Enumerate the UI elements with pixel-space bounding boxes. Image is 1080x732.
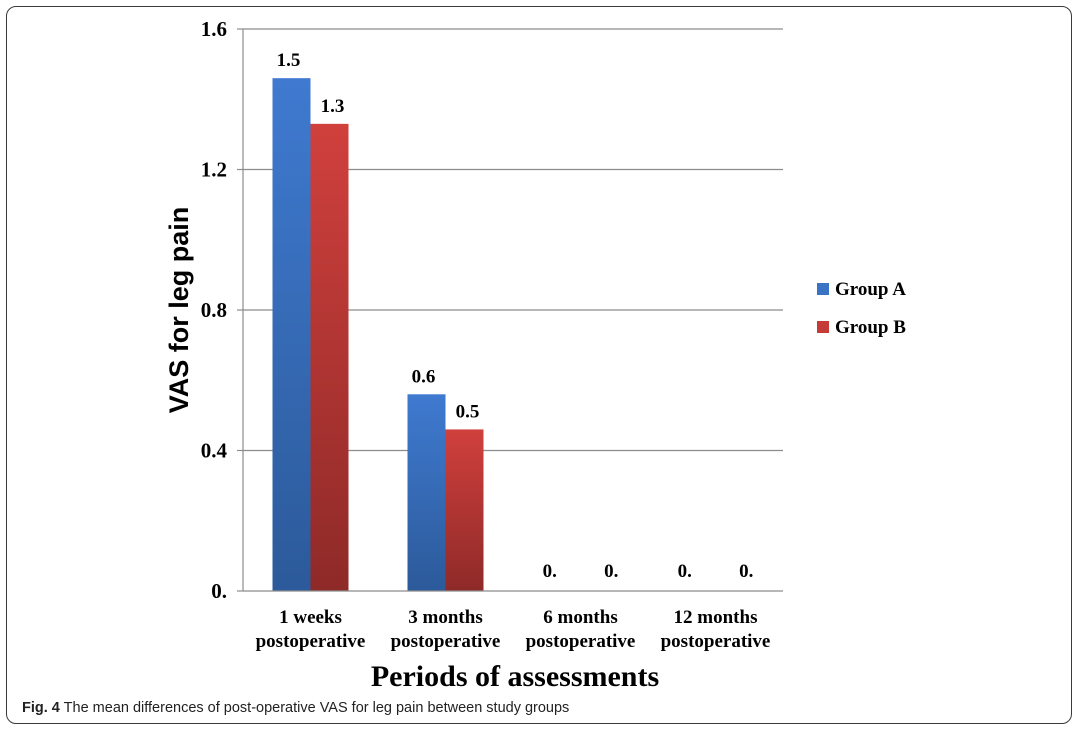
legend: Group A Group B xyxy=(817,279,906,338)
data-label: 0. xyxy=(543,561,557,582)
x-tick-label: postoperative xyxy=(391,631,501,652)
data-label: 1.3 xyxy=(321,96,345,117)
legend-label: Group A xyxy=(835,279,906,300)
axes: 0. 0.4 0.8 1.2 1.6 1 weeks postoperative 3 mont… xyxy=(164,17,783,693)
y-tick-label: 0.8 xyxy=(201,298,227,322)
data-label: 0. xyxy=(739,561,753,582)
x-tick-label: postoperative xyxy=(256,631,366,652)
data-label: 0.6 xyxy=(412,366,436,387)
x-tick-label: postoperative xyxy=(526,631,636,652)
x-tick-label: 3 months xyxy=(408,607,482,628)
data-label: 1.5 xyxy=(277,50,301,71)
data-label: 0.5 xyxy=(456,401,480,422)
x-tick-label: 1 weeks xyxy=(279,607,342,628)
y-tick-label: 1.6 xyxy=(201,17,227,41)
x-tick-label: 12 months xyxy=(674,607,758,628)
legend-swatch xyxy=(817,283,829,295)
caption-text: The mean differences of post-operative V… xyxy=(63,700,570,716)
data-label: 0. xyxy=(604,561,618,582)
y-tick-label: 1.2 xyxy=(201,158,227,182)
data-labels: 1.5 0.6 0. 0. 1.3 0.5 0. 0. xyxy=(277,50,754,582)
figure-frame xyxy=(6,6,1072,724)
bar-group-b xyxy=(445,429,484,591)
bar-group-a xyxy=(407,394,446,591)
legend-label: Group B xyxy=(835,317,906,338)
legend-swatch xyxy=(817,321,829,333)
x-tick-label: postoperative xyxy=(661,631,771,652)
figure-caption: Fig. 4 The mean differences of post-oper… xyxy=(22,700,569,716)
caption-label: Fig. 4 xyxy=(22,700,60,716)
x-tick-label: 6 months xyxy=(543,607,617,628)
data-label: 0. xyxy=(678,561,692,582)
bars xyxy=(272,78,484,592)
x-axis-title: Periods of assessments xyxy=(371,660,659,693)
y-tick-label: 0.4 xyxy=(201,439,228,463)
y-tick-label: 0. xyxy=(211,579,227,603)
bar-group-b xyxy=(310,123,349,592)
bar-group-a xyxy=(272,78,311,592)
y-axis-title: VAS for leg pain xyxy=(164,207,194,414)
